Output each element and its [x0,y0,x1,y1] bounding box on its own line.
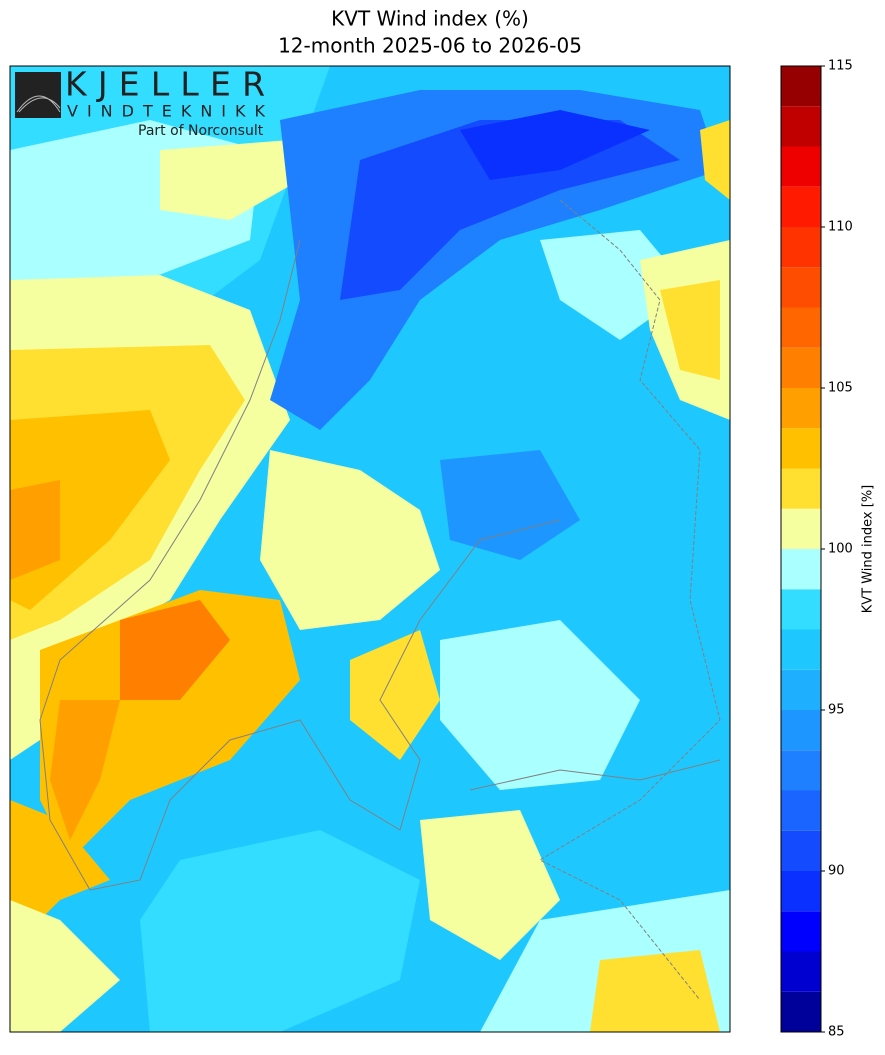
logo-mark [15,72,61,118]
colorbar-band [781,347,821,388]
colorbar-band [781,991,821,1032]
colorbar-tick-label: 85 [828,1025,845,1040]
colorbar-band [781,146,821,187]
colorbar-band [781,388,821,429]
chart-subtitle: 12-month 2025-06 to 2026-05 [278,34,582,58]
colorbar-band [781,227,821,268]
colorbar-band [781,307,821,348]
colorbar-band [781,186,821,227]
colorbar-label: KVT Wind index [%] [861,485,876,614]
colorbar-band [781,911,821,952]
logo-tagline: Part of Norconsult [138,123,264,139]
map-frame [9,65,731,1033]
colorbar-band [781,951,821,992]
colorbar-band [781,669,821,710]
colorbar-band [781,66,821,107]
colorbar-band [781,508,821,549]
colorbar-tick-label: 115 [828,59,853,74]
colorbar-band [781,830,821,871]
chart-title: KVT Wind index (%) [331,7,529,31]
colorbar-band [781,267,821,308]
colorbar-tick-label: 95 [828,703,845,718]
colorbar-band [781,428,821,469]
colorbar-band [781,106,821,147]
colorbar-tick-label: 90 [828,864,845,879]
colorbar-tick-label: 110 [828,220,853,235]
colorbar-tick-label: 100 [828,542,853,557]
colorbar-band [781,549,821,590]
colorbar-band [781,750,821,791]
colorbar-band [781,629,821,670]
map [10,66,730,1032]
colorbar-band [781,871,821,912]
colorbar-tick-label: 105 [828,381,853,396]
colorbar-band [781,589,821,630]
colorbar-band [781,790,821,831]
colorbar-band [781,468,821,509]
colorbar-band [781,710,821,751]
